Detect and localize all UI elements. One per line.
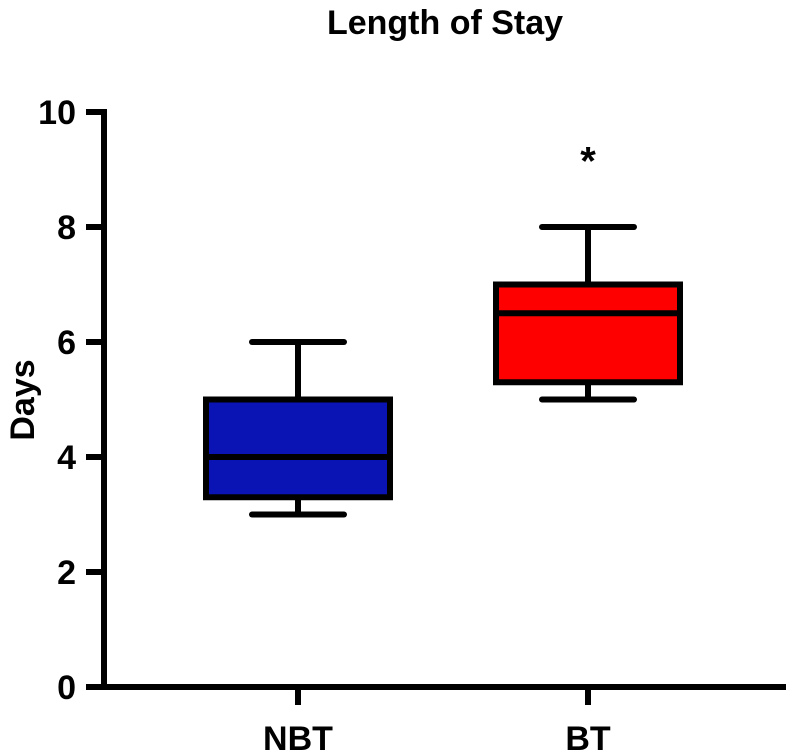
x-categories: NBT BT xyxy=(263,687,611,755)
y-tick-label: 8 xyxy=(57,209,76,247)
box-iqr xyxy=(203,396,393,501)
box-iqr xyxy=(493,281,683,386)
annotations: * xyxy=(580,139,596,183)
y-tick-label: 6 xyxy=(57,324,76,362)
x-category-label: BT xyxy=(565,720,611,755)
y-tick-label: 10 xyxy=(38,94,76,132)
box-bt xyxy=(493,224,683,403)
significance-asterisk: * xyxy=(580,139,596,183)
box-nbt xyxy=(203,339,393,518)
boxes xyxy=(203,224,683,518)
y-tick-label: 0 xyxy=(57,669,76,707)
y-ticks: 0 2 4 6 8 10 xyxy=(38,94,104,707)
chart-title: Length of Stay xyxy=(327,4,563,42)
y-axis-label: Days xyxy=(4,359,42,440)
x-category-label: NBT xyxy=(263,720,333,755)
y-tick-label: 4 xyxy=(57,439,76,477)
y-tick-label: 2 xyxy=(57,554,76,592)
axes xyxy=(101,109,786,690)
